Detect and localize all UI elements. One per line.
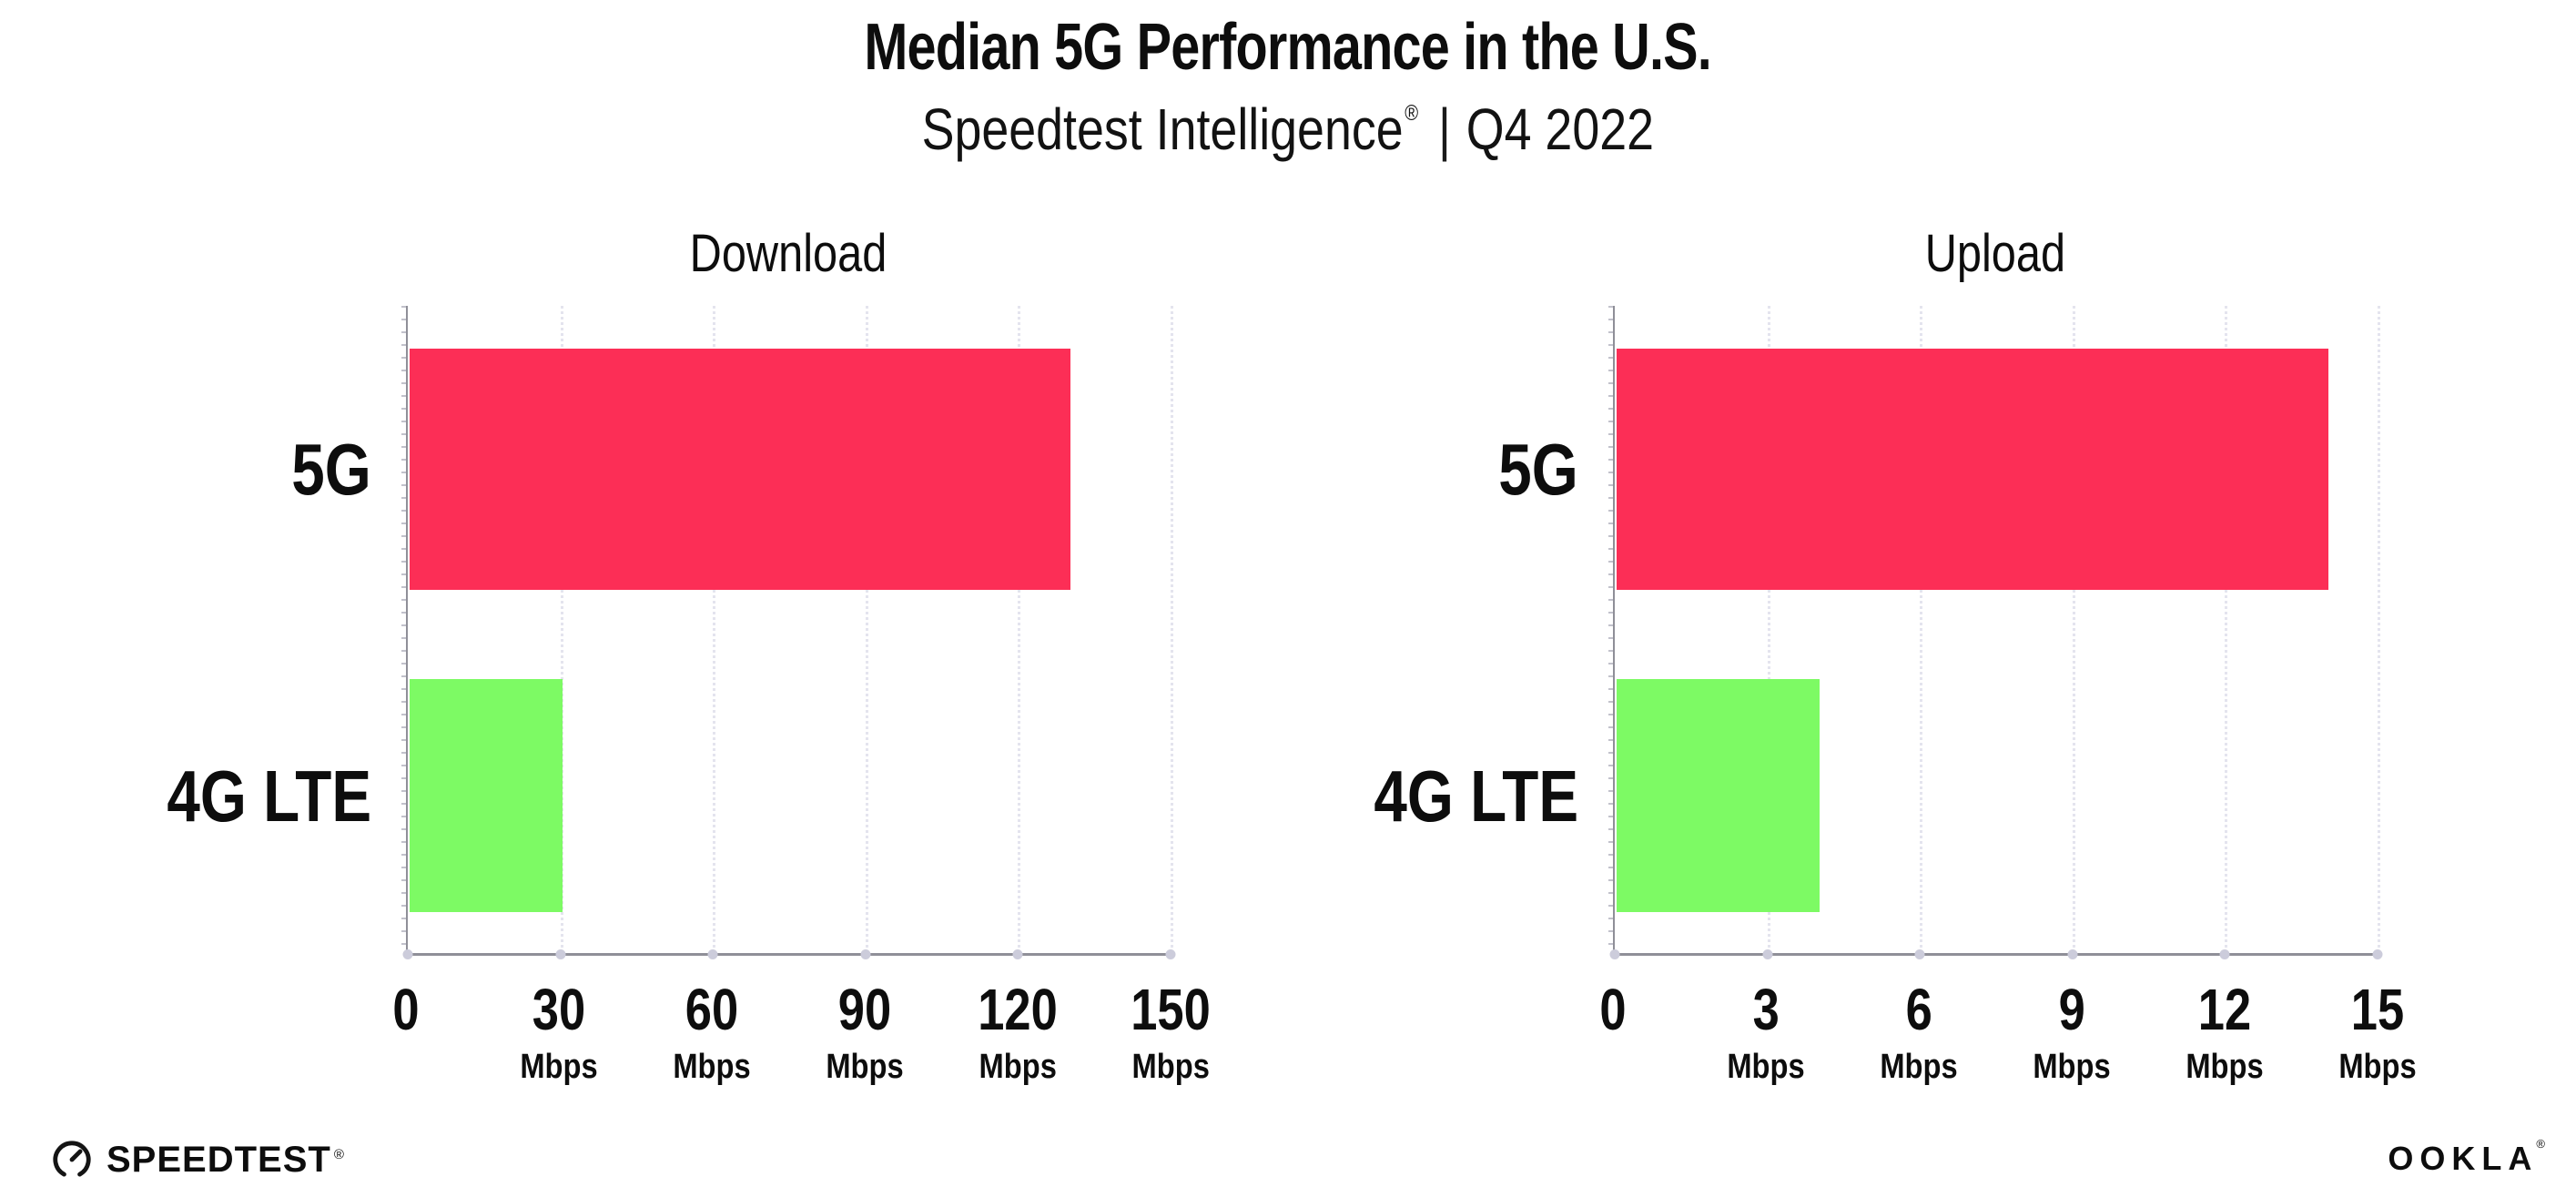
x-tick-0: 0 [390, 980, 422, 1039]
gridline-3 [1767, 306, 1770, 953]
speedtest-gauge-icon [53, 1141, 91, 1177]
x-tick-value: 60 [685, 977, 739, 1042]
speedtest-logo: SPEEDTEST ® [51, 1139, 344, 1181]
download-plot-area [401, 306, 1176, 959]
axis-tick-dot-0 [1609, 949, 1620, 959]
x-tick-unit: Mbps [1727, 1048, 1805, 1086]
download-x-axis-labels: 0 30 Mbps 60 Mbps 90 Mbps 120 Mbps 150 Mbps [392, 959, 1210, 1113]
download-chart-title-text: Download [689, 224, 887, 283]
speedtest-wordmark: SPEEDTEST ® [106, 1141, 344, 1178]
5g-category-label-text: 5G [291, 429, 371, 510]
page-subtitle: Speedtest Intelligence® | Q4 2022 [0, 100, 2576, 158]
upload-x-axis-labels: 0 3 Mbps 6 Mbps 9 Mbps 12 Mbps 15 Mbps [1599, 959, 2416, 1113]
4g-lte-category-label-text: 4G LTE [1374, 756, 1578, 837]
x-tick-150: 150 Mbps [1122, 980, 1220, 1084]
4g-lte-category-label-text: 4G LTE [167, 756, 371, 837]
x-tick-120: 120 Mbps [969, 980, 1067, 1084]
gridline-15 [2378, 306, 2380, 953]
x-tick-value: 6 [1905, 977, 1932, 1042]
axis-tick-dot-6 [1914, 949, 1925, 959]
ookla-logo: OOKLA ® [2388, 1137, 2545, 1177]
subtitle-brand: Speedtest Intelligence [921, 96, 1404, 162]
gridline-9 [2072, 306, 2075, 953]
header: Median 5G Performance in the U.S. Speedt… [0, 0, 2576, 158]
gridline-30 [560, 306, 563, 953]
4g-lte-bar [1617, 679, 1820, 912]
upload-category-axis: 5G 4G LTE [1313, 306, 1578, 956]
gridline-6 [1920, 306, 1923, 953]
download-category-axis: 5G 4G LTE [106, 306, 371, 956]
axis-tick-dot-30 [555, 949, 566, 959]
4g-lte-category-label: 4G LTE [122, 760, 371, 833]
5g-bar [1617, 349, 2329, 590]
gridline-12 [2225, 306, 2228, 953]
x-tick-value: 9 [2058, 977, 2085, 1042]
x-tick-30: 30 Mbps [513, 980, 603, 1084]
x-tick-unit: Mbps [826, 1048, 904, 1086]
axis-tick-dot-120 [1012, 949, 1023, 959]
x-tick-3: 3 Mbps [1720, 980, 1810, 1084]
4g-lte-category-label: 4G LTE [1329, 760, 1578, 833]
x-tick-12: 12 Mbps [2179, 980, 2269, 1084]
x-tick-90: 90 Mbps [819, 980, 909, 1084]
axis-tick-dot-3 [1762, 949, 1773, 959]
axis-tick-dot-12 [2219, 949, 2230, 959]
x-tick-0: 0 [1597, 980, 1629, 1039]
axis-tick-dot-90 [860, 949, 871, 959]
page-subtitle-text: Speedtest Intelligence® | Q4 2022 [922, 100, 1654, 158]
x-tick-value: 120 [978, 977, 1058, 1042]
x-tick-15: 15 Mbps [2332, 980, 2422, 1084]
upload-chart-title: Upload [1613, 228, 2378, 280]
5g-category-label: 5G [1481, 433, 1578, 506]
x-tick-value: 15 [2350, 977, 2405, 1042]
5g-category-label: 5G [274, 433, 371, 506]
x-tick-unit: Mbps [2338, 1048, 2417, 1086]
page-title-text: Median 5G Performance in the U.S. [864, 11, 1712, 84]
axis-tick-dot-0 [402, 949, 413, 959]
5g-bar [410, 349, 1071, 590]
x-tick-unit: Mbps [2186, 1048, 2264, 1086]
page-title: Median 5G Performance in the U.S. [0, 15, 2576, 80]
4g-lte-bar [410, 679, 563, 912]
speedtest-label: SPEEDTEST [106, 1140, 331, 1180]
x-tick-value: 150 [1131, 977, 1211, 1042]
download-chart-title: Download [406, 228, 1171, 280]
download-chart-section: Download 5G 4G LTE 0 30 Mbps 60 Mbps 90 Mbps 120… [106, 209, 1211, 1120]
x-tick-value: 3 [1752, 977, 1780, 1042]
axis-tick-dot-15 [2372, 949, 2383, 959]
x-tick-unit: Mbps [1131, 1048, 1210, 1086]
x-tick-unit: Mbps [1880, 1048, 1958, 1086]
gridline-60 [713, 306, 716, 953]
subtitle-divider: | [1438, 96, 1452, 162]
x-tick-value: 12 [2197, 977, 2252, 1042]
upload-plot-area [1608, 306, 2383, 959]
x-tick-value: 0 [392, 977, 420, 1042]
x-tick-unit: Mbps [979, 1048, 1057, 1086]
x-tick-unit: Mbps [673, 1048, 751, 1086]
5g-category-label-text: 5G [1498, 429, 1578, 510]
x-tick-unit: Mbps [2033, 1048, 2111, 1086]
x-tick-value: 90 [837, 977, 892, 1042]
x-tick-value: 30 [532, 977, 586, 1042]
axis-tick-dot-9 [2067, 949, 2078, 959]
gridline-90 [865, 306, 868, 953]
registered-trademark-symbol: ® [1405, 101, 1419, 126]
subtitle-period: Q4 2022 [1465, 96, 1655, 162]
x-tick-unit: Mbps [520, 1048, 598, 1086]
x-tick-6: 6 Mbps [1873, 980, 1963, 1084]
gridline-150 [1171, 306, 1173, 953]
x-tick-9: 9 Mbps [2026, 980, 2116, 1084]
x-tick-value: 0 [1599, 977, 1627, 1042]
upload-chart-section: Upload 5G 4G LTE 0 3 Mbps 6 Mbps 9 Mbps 12 Mbps 15… [1313, 209, 2416, 1120]
speedtest-registered-mark: ® [333, 1147, 344, 1162]
axis-tick-dot-150 [1165, 949, 1176, 959]
upload-chart-title-text: Upload [1924, 224, 2066, 283]
ookla-label: OOKLA [2388, 1140, 2539, 1177]
x-tick-60: 60 Mbps [666, 980, 756, 1084]
axis-tick-dot-60 [707, 949, 718, 959]
ookla-registered-mark: ® [2536, 1137, 2545, 1151]
gridline-120 [1018, 306, 1021, 953]
